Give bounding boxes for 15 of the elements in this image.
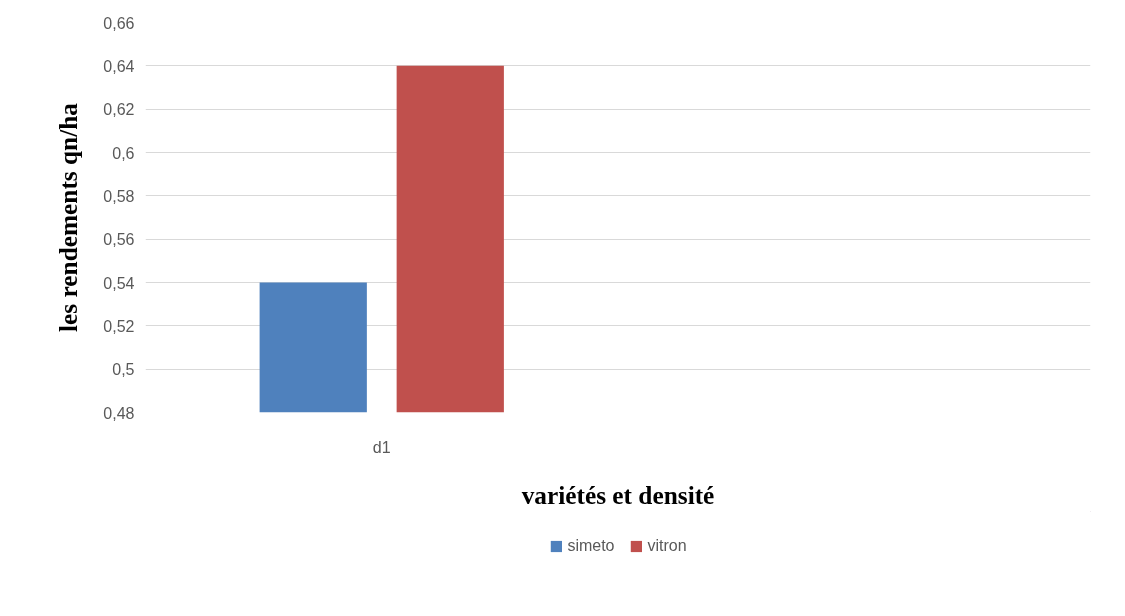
- y-tick-label: 0,66: [103, 14, 135, 32]
- legend-label: vitron: [647, 537, 687, 555]
- y-tick-label: 0,6: [112, 144, 135, 162]
- x-axis-title: variétés et densité: [521, 480, 715, 509]
- x-tick-label: d1: [372, 438, 391, 456]
- y-tick-label: 0,52: [103, 317, 135, 335]
- y-tick-label: 0,56: [103, 231, 135, 249]
- y-tick-label: 0,58: [103, 187, 135, 205]
- y-tick-label: 0,64: [103, 57, 135, 75]
- y-tick-label: 0,62: [103, 101, 135, 119]
- y-tick-label: 0,5: [112, 361, 135, 379]
- legend-label: simeto: [567, 537, 615, 555]
- y-axis-title: les rendements qn/ha: [54, 102, 83, 332]
- y-tick-label: 0,48: [103, 404, 135, 422]
- y-tick-label: 0,54: [103, 274, 135, 292]
